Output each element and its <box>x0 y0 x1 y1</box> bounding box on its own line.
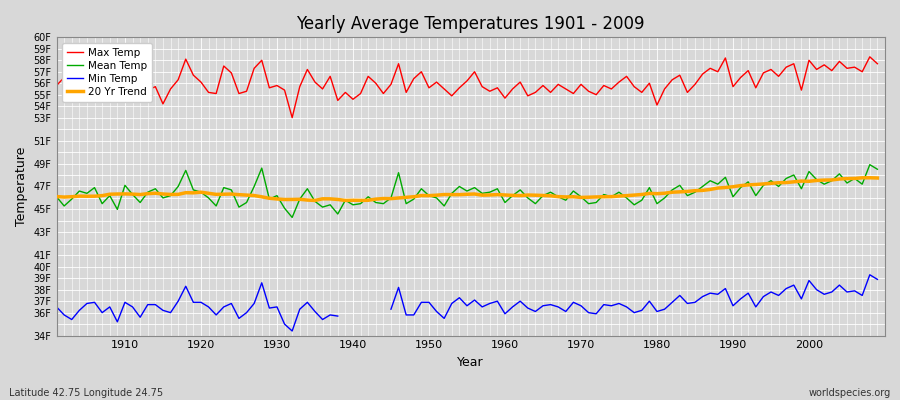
Min Temp <box>89 300 100 305</box>
Line: Min Temp: Min Temp <box>57 283 338 331</box>
Min Temp <box>158 308 168 313</box>
Min Temp <box>203 304 214 309</box>
Min Temp <box>310 309 320 314</box>
20 Yr Trend <box>500 192 510 197</box>
Min Temp <box>195 300 206 305</box>
Min Temp <box>58 312 69 317</box>
Min Temp <box>234 316 245 321</box>
Min Temp <box>67 317 77 322</box>
Min Temp <box>279 322 290 326</box>
Min Temp <box>332 314 343 318</box>
Min Temp <box>188 300 199 305</box>
Mean Temp <box>287 215 298 220</box>
Mean Temp <box>508 193 518 198</box>
Min Temp <box>264 306 274 310</box>
Max Temp <box>279 88 290 92</box>
Max Temp <box>287 115 298 120</box>
Max Temp <box>112 90 122 95</box>
Min Temp <box>135 315 146 320</box>
20 Yr Trend <box>508 193 518 198</box>
Min Temp <box>150 302 161 307</box>
Mean Temp <box>872 167 883 172</box>
Min Temp <box>127 304 138 309</box>
Max Temp <box>872 61 883 66</box>
20 Yr Trend <box>112 192 122 196</box>
Min Temp <box>142 302 153 307</box>
Legend: Max Temp, Mean Temp, Min Temp, 20 Yr Trend: Max Temp, Mean Temp, Min Temp, 20 Yr Tre… <box>62 42 152 102</box>
20 Yr Trend <box>872 176 883 180</box>
Line: 20 Yr Trend: 20 Yr Trend <box>57 178 878 200</box>
Min Temp <box>104 304 115 309</box>
Min Temp <box>241 310 252 315</box>
Min Temp <box>294 307 305 312</box>
Min Temp <box>120 300 130 305</box>
Min Temp <box>287 328 298 333</box>
Text: Latitude 42.75 Longitude 24.75: Latitude 42.75 Longitude 24.75 <box>9 388 163 398</box>
Min Temp <box>325 312 336 317</box>
Min Temp <box>272 304 283 309</box>
Min Temp <box>248 301 259 306</box>
Min Temp <box>219 304 230 309</box>
Min Temp <box>74 308 85 313</box>
Min Temp <box>165 310 176 315</box>
Mean Temp <box>864 162 875 167</box>
Mean Temp <box>112 207 122 212</box>
Max Temp <box>51 83 62 88</box>
Min Temp <box>173 299 184 304</box>
Max Temp <box>500 96 510 100</box>
Max Temp <box>864 54 875 59</box>
Min Temp <box>51 304 62 309</box>
20 Yr Trend <box>325 196 336 201</box>
Title: Yearly Average Temperatures 1901 - 2009: Yearly Average Temperatures 1901 - 2009 <box>296 15 645 33</box>
20 Yr Trend <box>598 194 609 199</box>
Mean Temp <box>279 206 290 211</box>
Min Temp <box>302 300 313 305</box>
Line: Mean Temp: Mean Temp <box>57 165 878 218</box>
20 Yr Trend <box>340 198 351 203</box>
Text: worldspecies.org: worldspecies.org <box>809 388 891 398</box>
20 Yr Trend <box>279 197 290 202</box>
Min Temp <box>211 312 221 317</box>
X-axis label: Year: Year <box>457 356 484 369</box>
Max Temp <box>598 83 609 88</box>
Max Temp <box>508 86 518 91</box>
Mean Temp <box>500 200 510 205</box>
20 Yr Trend <box>864 175 875 180</box>
Mean Temp <box>598 192 609 197</box>
Line: Max Temp: Max Temp <box>57 57 878 118</box>
Min Temp <box>112 320 122 324</box>
20 Yr Trend <box>51 194 62 199</box>
Min Temp <box>256 280 267 285</box>
Y-axis label: Temperature: Temperature <box>15 147 28 226</box>
Mean Temp <box>51 194 62 199</box>
Min Temp <box>82 301 93 306</box>
Min Temp <box>317 317 328 322</box>
Mean Temp <box>332 212 343 216</box>
Min Temp <box>96 310 107 315</box>
Min Temp <box>180 284 191 289</box>
Max Temp <box>332 98 343 103</box>
Min Temp <box>226 301 237 306</box>
